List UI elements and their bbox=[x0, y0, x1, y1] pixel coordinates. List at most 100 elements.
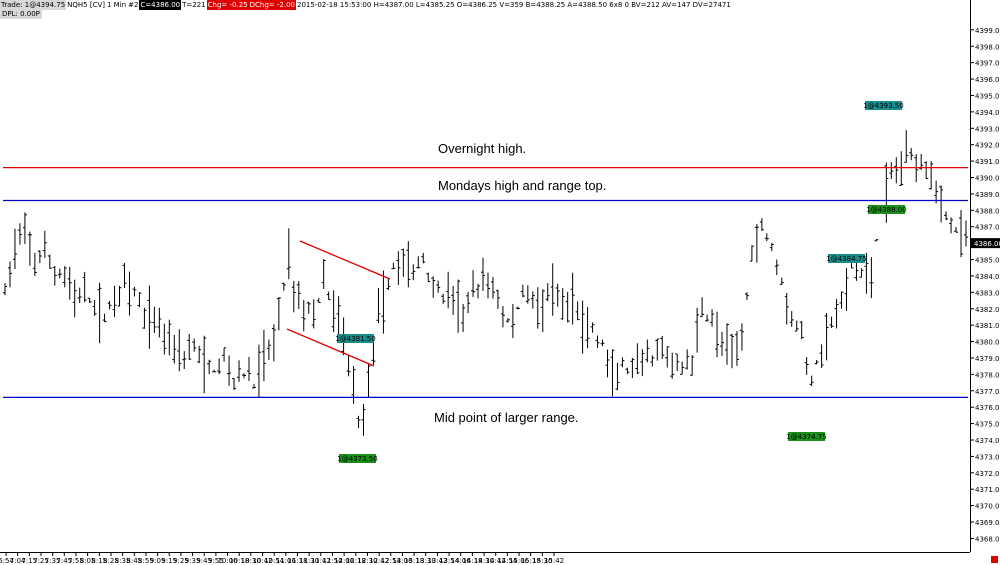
price-bar bbox=[142, 307, 147, 329]
chart-header: Trade: 1@4394.75 NQH5 [CV] 1 Min #2 C=43… bbox=[0, 0, 732, 10]
price-bar bbox=[515, 306, 520, 310]
price-bar bbox=[346, 355, 351, 377]
price-bar bbox=[102, 313, 107, 323]
price-bar bbox=[944, 211, 949, 221]
price-bar bbox=[446, 271, 451, 309]
price-bar bbox=[819, 344, 824, 368]
price-bar bbox=[281, 282, 286, 291]
price-bar bbox=[207, 359, 212, 375]
x-tick-label: 8:35 bbox=[115, 557, 131, 565]
price-bar bbox=[411, 264, 416, 281]
price-bar bbox=[809, 375, 814, 387]
price-bar bbox=[690, 355, 695, 376]
price-bar bbox=[600, 339, 605, 347]
price-bar bbox=[172, 334, 177, 364]
price-bar bbox=[705, 314, 710, 322]
price-bar bbox=[794, 320, 799, 332]
price-bar bbox=[665, 346, 670, 368]
price-bar bbox=[929, 161, 934, 190]
price-bar bbox=[72, 279, 77, 318]
price-bar bbox=[466, 291, 471, 314]
x-tick-label: 9:35 bbox=[185, 557, 201, 565]
price-bar bbox=[535, 287, 540, 329]
price-bar bbox=[739, 323, 744, 351]
trade-marker-label[interactable]: 1@4393.50 bbox=[863, 101, 904, 110]
y-tick-label: 4388.00 bbox=[975, 207, 1000, 215]
price-bar bbox=[361, 403, 366, 436]
price-bar bbox=[471, 270, 476, 297]
price-bar bbox=[286, 228, 291, 280]
x-tick-label: 9:25 bbox=[173, 557, 189, 565]
price-bar bbox=[824, 312, 829, 361]
price-bar bbox=[754, 224, 759, 263]
x-tick-label: 14:18 bbox=[462, 557, 482, 565]
price-bar bbox=[655, 338, 660, 361]
y-tick-label: 4399.00 bbox=[975, 27, 1000, 35]
price-bar bbox=[734, 331, 739, 366]
price-bar bbox=[316, 298, 321, 303]
x-tick-label: 7:15 bbox=[21, 557, 37, 565]
price-bar bbox=[12, 228, 17, 270]
close-value: C=4386.00 bbox=[139, 0, 182, 10]
price-bar bbox=[540, 289, 545, 333]
price-bar bbox=[550, 263, 555, 316]
trade-marker-label[interactable]: 1@4384.75 bbox=[826, 254, 867, 263]
y-tick-label: 4376.00 bbox=[975, 404, 1000, 412]
price-bar bbox=[585, 307, 590, 349]
price-bar bbox=[759, 218, 764, 231]
x-tick-label: 15:42 bbox=[544, 557, 564, 565]
tick-count: T=221 bbox=[182, 1, 206, 9]
price-bar bbox=[844, 268, 849, 311]
x-tick-label: 15:30 bbox=[532, 557, 552, 565]
price-bar bbox=[301, 299, 306, 332]
price-bar bbox=[724, 323, 729, 365]
trade-markers: 1@4381.50 1@4373.50 1@4374.75 1@4384.75 1@43… bbox=[335, 101, 907, 463]
price-bar bbox=[217, 358, 222, 375]
price-bar bbox=[789, 311, 794, 327]
x-tick-label: 10:06 bbox=[217, 557, 238, 565]
trade-marker-label[interactable]: 1@4373.50 bbox=[337, 454, 378, 463]
price-bar bbox=[924, 161, 929, 180]
price-bar bbox=[336, 296, 341, 340]
price-bar bbox=[939, 185, 944, 223]
x-tick-label: 12:18 bbox=[346, 557, 366, 565]
channel-lower-line[interactable] bbox=[286, 328, 375, 367]
price-bar bbox=[839, 291, 844, 309]
y-tick-label: 4397.00 bbox=[975, 60, 1000, 68]
x-tick-label: 12:30 bbox=[357, 557, 377, 565]
y-tick-label: 4391.00 bbox=[975, 158, 1000, 166]
price-bar bbox=[162, 323, 167, 355]
price-bar bbox=[271, 324, 276, 362]
y-tick-label: 4375.00 bbox=[975, 421, 1000, 429]
price-bar bbox=[122, 262, 127, 288]
price-bar bbox=[834, 299, 839, 329]
price-bar bbox=[570, 272, 575, 325]
price-bar bbox=[749, 245, 754, 262]
price-bar bbox=[137, 292, 142, 308]
price-bar bbox=[187, 333, 192, 360]
price-bar bbox=[934, 180, 939, 204]
price-bar bbox=[42, 230, 47, 258]
price-bar bbox=[500, 306, 505, 328]
trade-marker-text: 1@4388.00 bbox=[866, 206, 906, 214]
price-bar bbox=[456, 279, 461, 333]
y-tick-label: 4370.00 bbox=[975, 503, 1000, 511]
status-indicator bbox=[991, 556, 998, 563]
y-tick-label: 4380.00 bbox=[975, 339, 1000, 347]
price-bar bbox=[406, 241, 411, 288]
price-bar bbox=[177, 329, 182, 372]
overnight-high-annotation: Overnight high. bbox=[438, 141, 527, 156]
price-bar bbox=[605, 349, 610, 378]
trade-marker-label[interactable]: 1@4381.50 bbox=[335, 334, 376, 343]
price-bar bbox=[192, 338, 197, 352]
price-bar bbox=[715, 311, 720, 358]
price-bar bbox=[202, 335, 207, 394]
trade-marker-label[interactable]: 1@4388.00 bbox=[866, 205, 907, 214]
price-bar bbox=[197, 345, 202, 364]
y-tick-label: 4377.00 bbox=[975, 388, 1000, 396]
trade-marker-text: 1@4393.50 bbox=[863, 102, 903, 110]
channel-upper-line[interactable] bbox=[299, 240, 391, 280]
price-bar bbox=[481, 257, 486, 291]
trade-marker-label[interactable]: 1@4374.75 bbox=[786, 432, 827, 441]
x-tick-label: 8:45 bbox=[126, 557, 142, 565]
